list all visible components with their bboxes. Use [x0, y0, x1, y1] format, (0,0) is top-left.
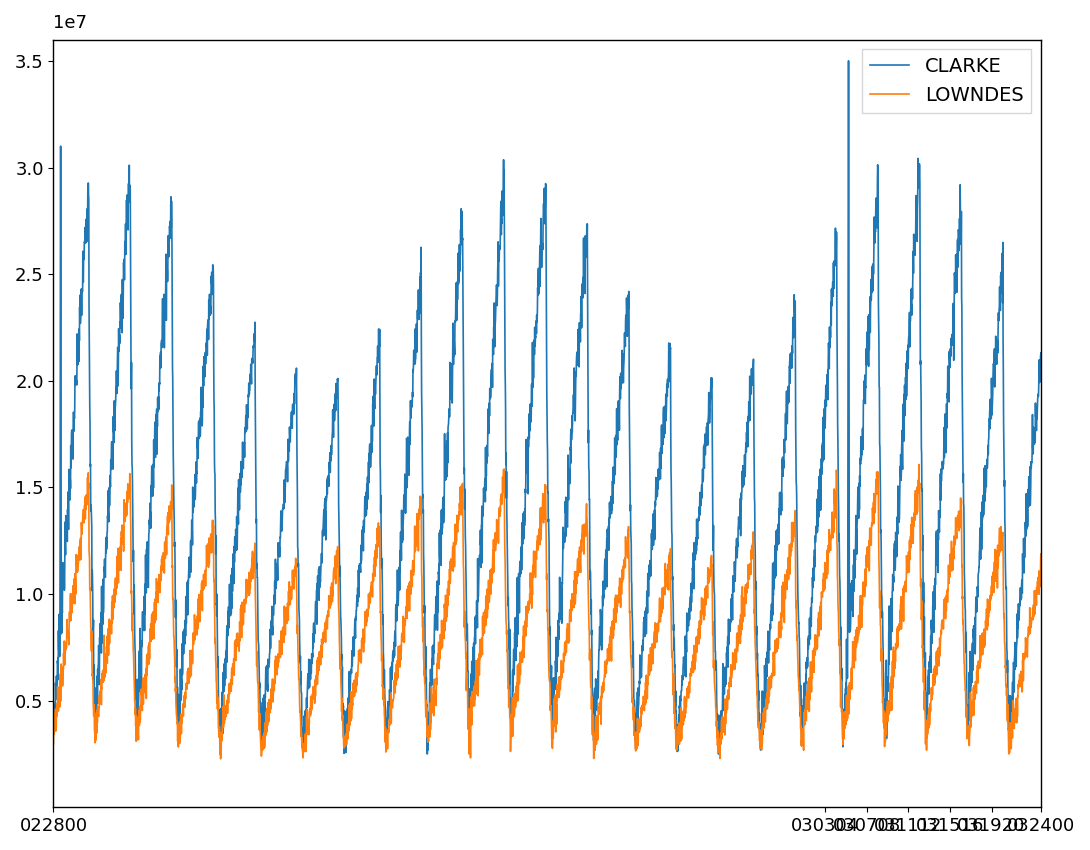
Line: LOWNDES: LOWNDES: [53, 465, 1041, 759]
CLARKE: [517, 518, 530, 529]
Text: 1e7: 1e7: [53, 14, 87, 31]
Line: CLARKE: CLARKE: [53, 61, 1041, 754]
CLARKE: [1005, 706, 1018, 717]
LOWNDES: [1005, 726, 1018, 736]
LOWNDES: [214, 754, 227, 764]
CLARKE: [421, 749, 434, 759]
CLARKE: [462, 692, 475, 702]
LOWNDES: [1034, 548, 1047, 558]
LOWNDES: [764, 673, 777, 683]
LOWNDES: [47, 739, 60, 749]
CLARKE: [1034, 348, 1047, 358]
CLARKE: [764, 606, 777, 616]
LOWNDES: [470, 675, 483, 685]
CLARKE: [47, 697, 60, 707]
LOWNDES: [955, 562, 968, 572]
CLARKE: [841, 56, 855, 66]
CLARKE: [470, 612, 483, 622]
LOWNDES: [912, 460, 925, 470]
CLARKE: [955, 303, 968, 313]
LOWNDES: [462, 717, 475, 727]
Legend: CLARKE, LOWNDES: CLARKE, LOWNDES: [862, 49, 1031, 112]
LOWNDES: [517, 641, 530, 651]
